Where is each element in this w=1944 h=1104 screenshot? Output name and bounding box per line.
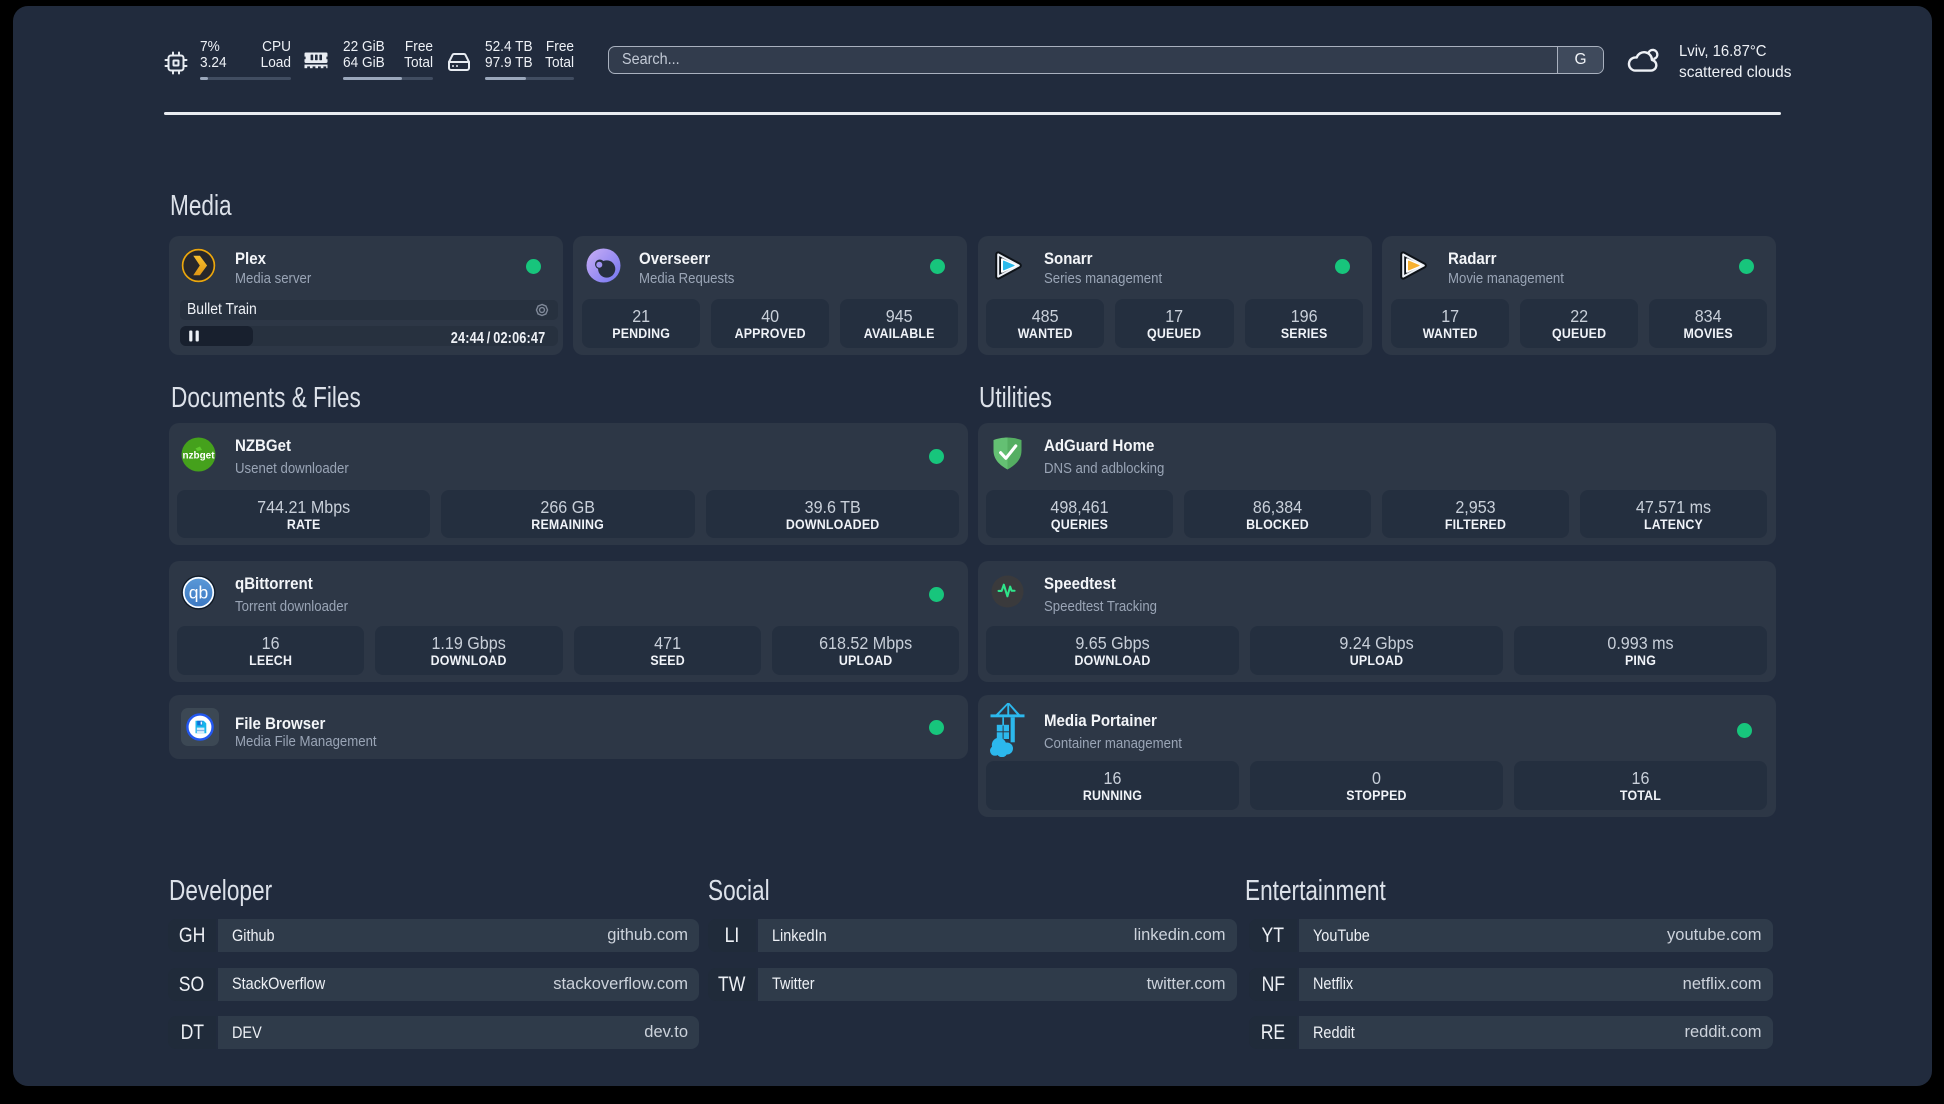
svg-text:nzbget: nzbget <box>183 450 215 462</box>
svg-text:qb: qb <box>189 583 208 603</box>
